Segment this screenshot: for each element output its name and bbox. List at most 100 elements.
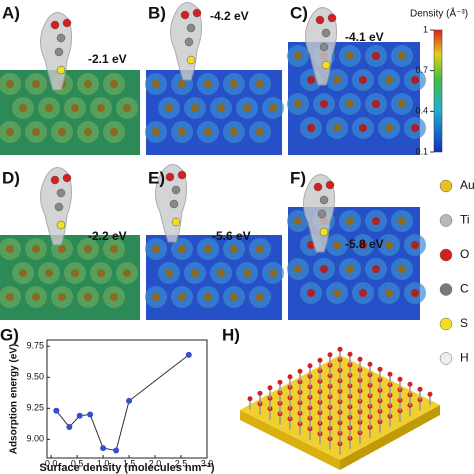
molecule-head (317, 357, 323, 363)
molecule-atom (180, 10, 190, 20)
atom (152, 80, 160, 88)
legend-swatch (439, 317, 453, 331)
atom (84, 80, 92, 88)
molecule-atom (186, 23, 196, 33)
atom (6, 293, 14, 301)
atom (398, 265, 406, 273)
y-tick-label: 9.25 (26, 403, 44, 413)
atom (84, 293, 92, 301)
atom (152, 245, 160, 253)
data-point (76, 412, 83, 419)
x-tick-label: 0.5 (71, 458, 84, 468)
molecule-atom (315, 15, 325, 25)
molecule-atom (171, 185, 181, 195)
panel-label: A) (2, 3, 20, 22)
molecule-head (297, 368, 303, 374)
atom (19, 104, 27, 112)
molecule-atom (56, 220, 66, 230)
atom (32, 293, 40, 301)
atom (191, 269, 199, 277)
atom (204, 80, 212, 88)
molecule-atom (62, 18, 72, 28)
legend-swatch (439, 179, 453, 193)
atom (346, 265, 354, 273)
y-axis-label: Adsorption energy (eV) (9, 344, 20, 455)
atom (230, 293, 238, 301)
legend-label: Ti (460, 213, 470, 227)
atom (230, 80, 238, 88)
atom (256, 80, 264, 88)
molecule-head (407, 381, 413, 387)
atom (32, 245, 40, 253)
legend-swatch (439, 248, 453, 262)
atom (178, 80, 186, 88)
atom (346, 52, 354, 60)
atom (307, 76, 315, 84)
atom (152, 293, 160, 301)
molecule-head (387, 371, 393, 377)
atom (359, 76, 367, 84)
molecule-atom (56, 33, 66, 43)
atom (243, 269, 251, 277)
molecule-atom (62, 173, 72, 183)
series-line (55, 354, 190, 452)
legend-label: Au (460, 178, 474, 192)
legend-label: C (460, 282, 469, 296)
atom (385, 289, 393, 297)
molecule-atom (184, 37, 194, 47)
atom (165, 104, 173, 112)
molecule-atom (169, 199, 179, 209)
x-axis-label: Surface density (molecules nm⁻²) (39, 462, 214, 474)
molecule-atom (54, 47, 64, 57)
atom (6, 128, 14, 136)
molecule-atom (50, 20, 60, 30)
molecule-head (397, 376, 403, 382)
atom (307, 124, 315, 132)
atom (398, 100, 406, 108)
atom (45, 269, 53, 277)
atom (165, 269, 173, 277)
colorbar-tick-label: 0.1 (415, 146, 428, 156)
molecule-atom (192, 8, 202, 18)
legend-swatch (439, 283, 453, 296)
atom (372, 265, 380, 273)
y-tick-label: 9.50 (26, 372, 44, 382)
binding-energy: -4.1 eV (345, 30, 384, 44)
molecule-atom (321, 60, 331, 70)
molecule-head (377, 366, 383, 372)
molecule-atom (54, 202, 64, 212)
atom (333, 241, 341, 249)
legend-swatch (439, 214, 453, 227)
legend-swatch (439, 352, 453, 365)
atom (346, 100, 354, 108)
atom (411, 241, 419, 249)
atom (243, 104, 251, 112)
molecule-atom (317, 209, 327, 219)
x-tick-label: 2.0 (149, 458, 162, 468)
panel-label: D) (2, 168, 20, 187)
data-point (185, 351, 192, 358)
data-point (87, 411, 94, 418)
molecule-head (357, 356, 363, 362)
molecule-atom (165, 172, 175, 182)
colorbar (433, 29, 443, 153)
molecule-head (307, 363, 313, 369)
atom (256, 245, 264, 253)
legend-label: O (460, 247, 469, 261)
molecule-atom (186, 55, 196, 65)
colorbar-tick-label: 0.4 (415, 106, 428, 116)
atom (152, 128, 160, 136)
atom (411, 289, 419, 297)
atom (333, 289, 341, 297)
atom (58, 245, 66, 253)
slab-side (240, 410, 340, 470)
molecule-head (367, 361, 373, 367)
atom (256, 293, 264, 301)
atom (294, 217, 302, 225)
x-tick-label: 0.0 (45, 458, 58, 468)
colorbar-label: Density (Å⁻³) (410, 7, 468, 20)
atom (398, 217, 406, 225)
atom (385, 241, 393, 249)
molecule-atom (56, 65, 66, 75)
